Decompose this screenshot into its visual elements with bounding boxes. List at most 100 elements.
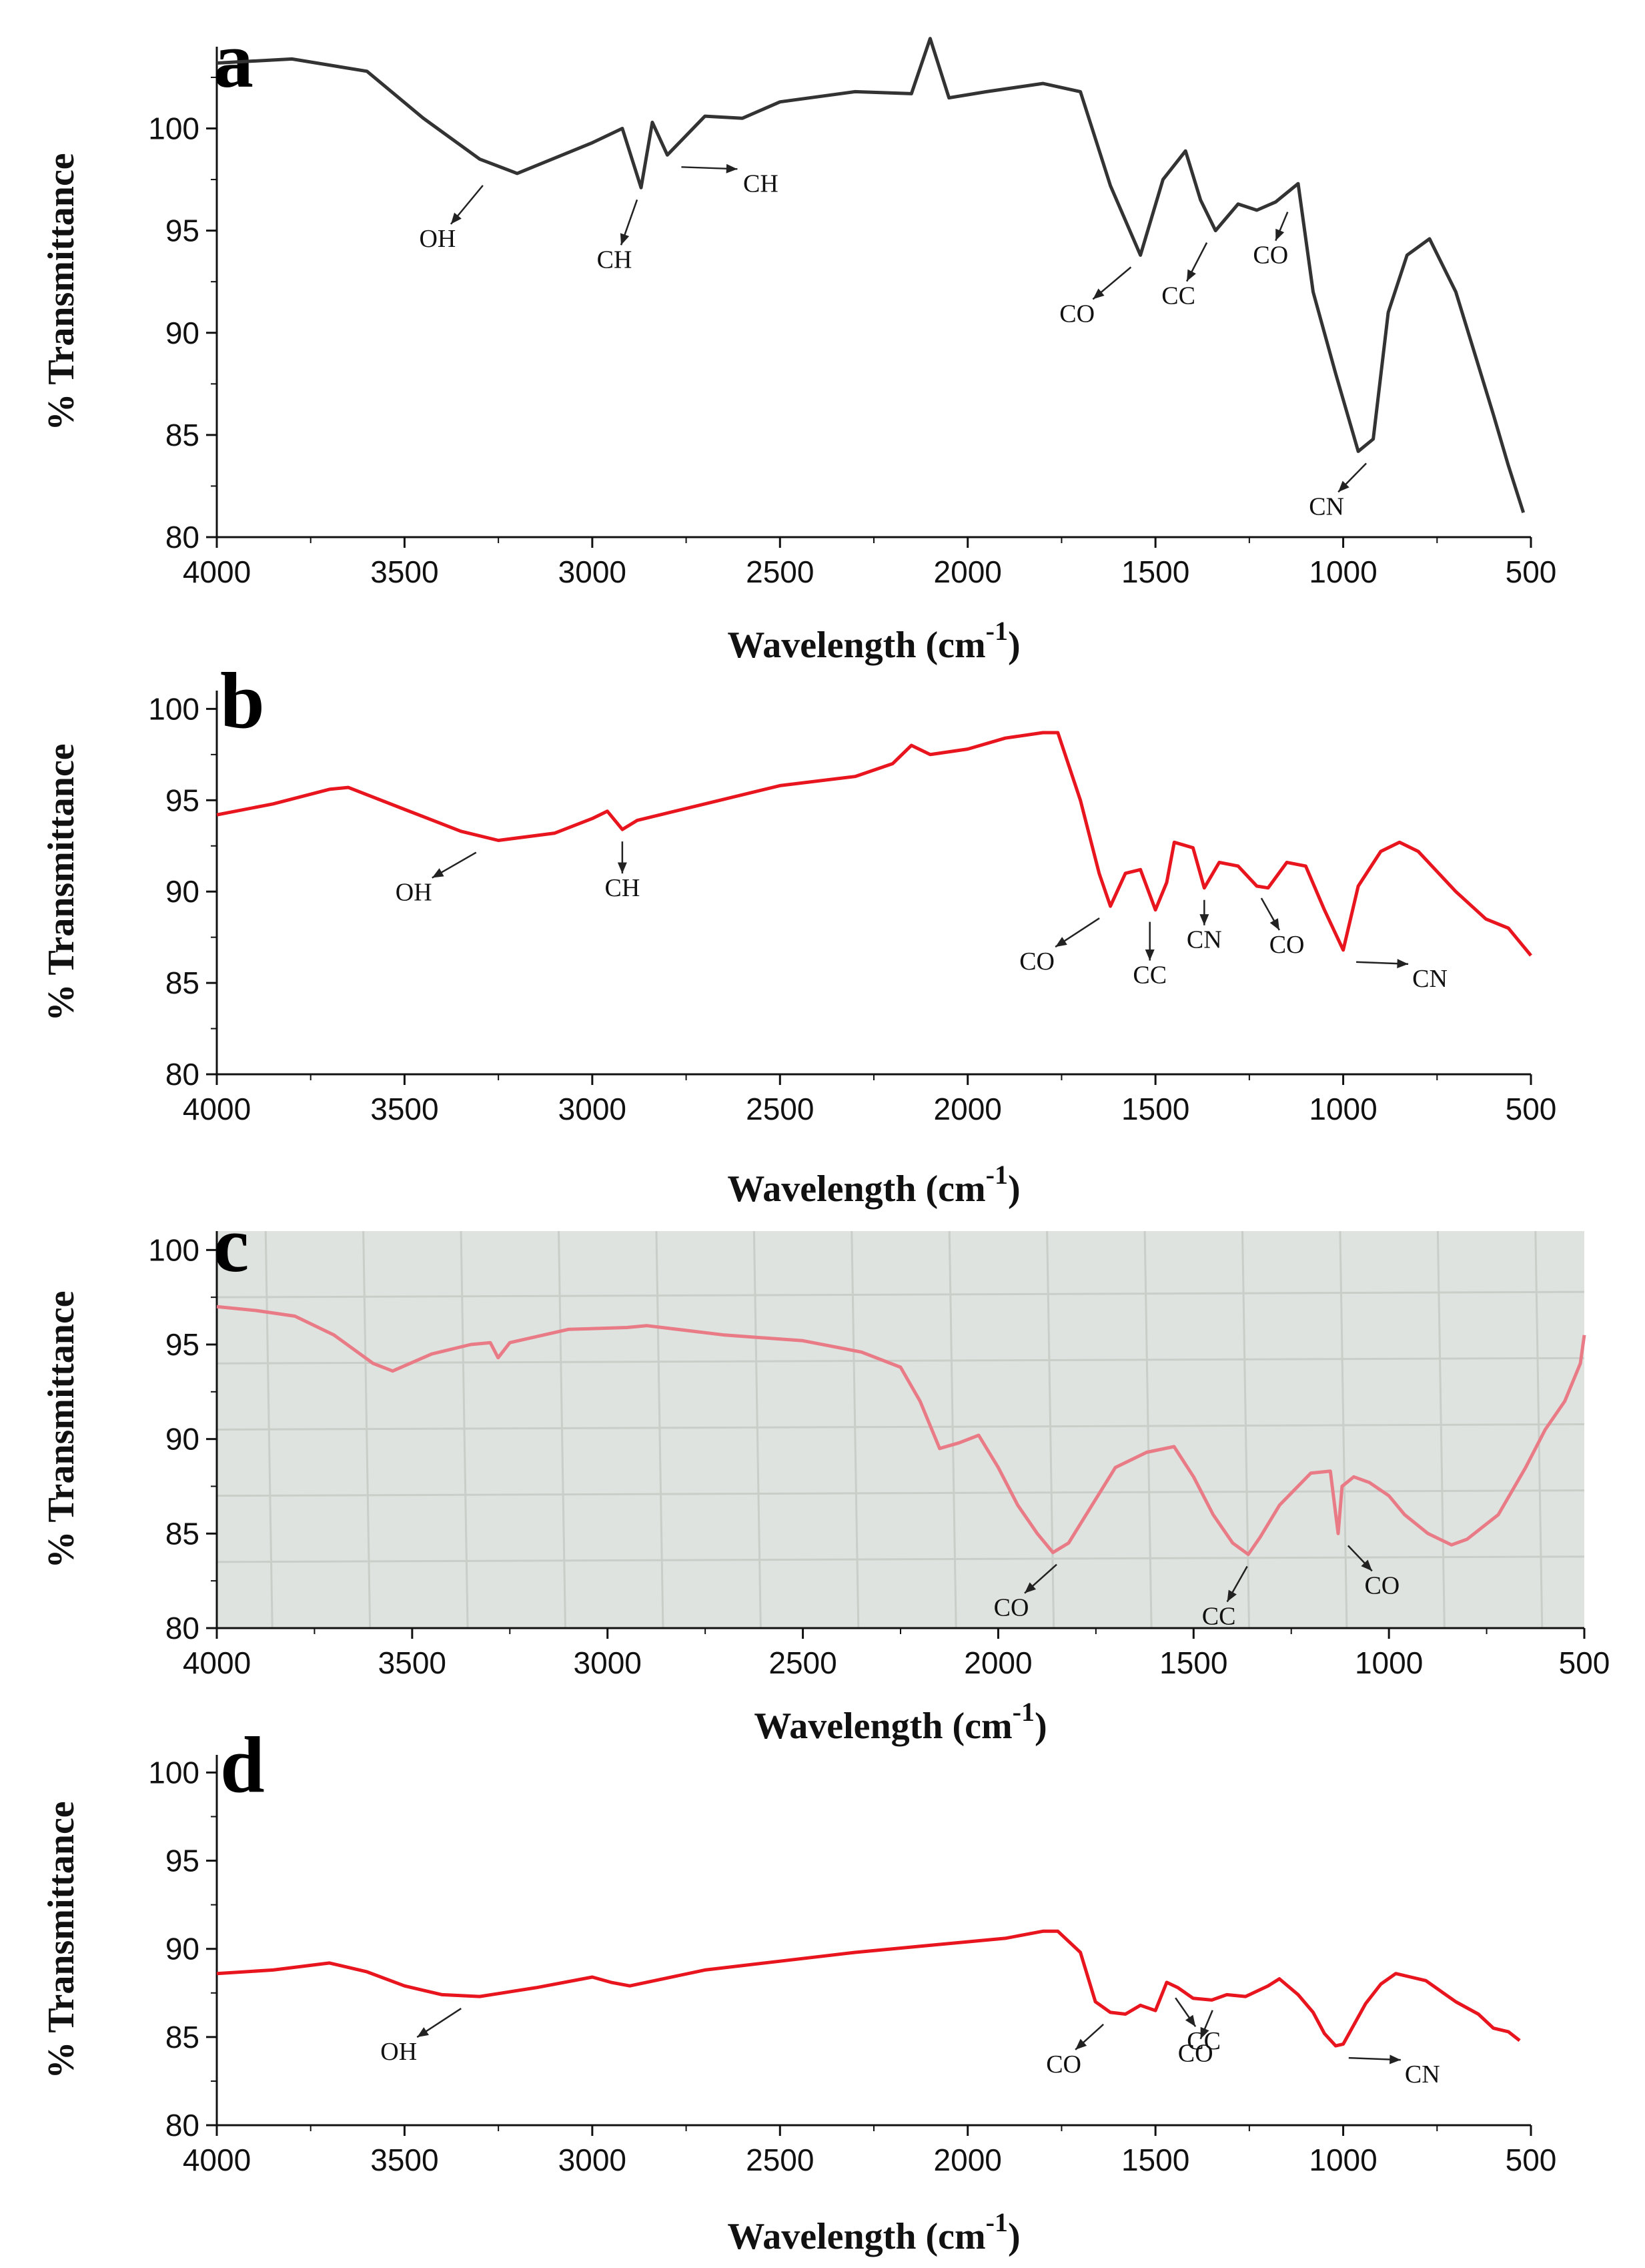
annotation-arrowhead: [450, 212, 462, 224]
x-tick-label: 2000: [934, 2143, 1002, 2177]
x-tick-label: 1500: [1121, 2143, 1189, 2177]
annotation-arrowhead: [1055, 937, 1067, 948]
x-tick-label: 2000: [934, 1092, 1002, 1126]
chart-panel-b: 4000 3500 3000 2500 2000 1500 1000 500 80 85 90 95 1…: [41, 656, 1556, 1210]
annotation-label: CO: [1253, 242, 1288, 270]
x-tick-label: 2500: [746, 554, 814, 589]
annotation-arrowhead: [726, 163, 738, 173]
grid-line: [752, 1230, 762, 1629]
x-tick-label: 1000: [1309, 2143, 1377, 2177]
y-tick-label: 90: [165, 316, 199, 350]
panel-letter: d: [220, 1720, 265, 1809]
grid-line: [1534, 1230, 1544, 1629]
x-tick-label: 500: [1559, 1645, 1610, 1680]
annotation-label: OH: [419, 225, 456, 253]
annotation-label: CN: [1309, 492, 1344, 520]
annotation-arrowhead: [1185, 2014, 1196, 2027]
y-tick-label: 90: [165, 1932, 199, 1966]
annotation-label: CC: [1202, 1603, 1236, 1631]
panel-letter: b: [220, 656, 265, 745]
panel-letter: a: [213, 15, 253, 104]
spectrum-line: [216, 37, 1526, 513]
grid-line: [216, 1357, 1585, 1365]
annotation-arrowhead: [1338, 480, 1349, 492]
panel-letter: c: [213, 1200, 249, 1288]
annotation-arrowhead: [1361, 1559, 1372, 1571]
x-tick-label: 2500: [746, 2143, 814, 2177]
y-tick-label: 90: [165, 1422, 199, 1457]
annotation-arrowhead: [1093, 288, 1105, 300]
y-tick-label: 85: [165, 1516, 199, 1551]
annotation-label: OH: [396, 879, 432, 907]
x-tick-label: 3000: [558, 554, 626, 589]
annotation-arrowhead: [1200, 2026, 1209, 2039]
grid-line: [558, 1230, 566, 1629]
annotation-arrowhead: [417, 2027, 429, 2038]
grid-line: [851, 1230, 860, 1629]
grid-line: [948, 1230, 957, 1629]
annotation-label: CO: [1059, 300, 1095, 328]
x-tick-label: 1500: [1121, 554, 1189, 589]
x-tick-label: 3000: [574, 1645, 642, 1680]
x-tick-label: 2500: [746, 1092, 814, 1126]
annotation-label: CH: [597, 246, 632, 274]
annotation-arrowhead: [1199, 914, 1209, 925]
y-tick-label: 95: [165, 783, 199, 817]
x-tick-label: 4000: [183, 1645, 251, 1680]
annotation-arrowhead: [1227, 1589, 1237, 1602]
grid-line: [1339, 1230, 1348, 1629]
grid-line: [655, 1230, 664, 1629]
annotation-arrowhead: [1075, 2038, 1087, 2050]
y-axis-title: % Transmittance: [41, 153, 82, 430]
x-tick-label: 2500: [768, 1645, 837, 1680]
x-tick-label: 3000: [558, 2143, 626, 2177]
x-axis-title: Wavelength (cm-1): [727, 1160, 1020, 1210]
x-tick-label: 500: [1506, 1092, 1557, 1126]
y-tick-label: 100: [148, 691, 199, 726]
x-tick-label: 4000: [183, 1092, 251, 1126]
grid-line: [216, 1555, 1585, 1563]
y-tick-label: 80: [165, 520, 199, 554]
annotation-label: CO: [1046, 2050, 1081, 2078]
annotation-label: CO: [994, 1594, 1029, 1622]
y-tick-label: 80: [165, 2108, 199, 2143]
y-tick-label: 90: [165, 874, 199, 909]
grid-line: [1436, 1230, 1446, 1629]
y-tick-label: 85: [165, 418, 199, 452]
annotation-arrowhead: [1397, 959, 1409, 969]
annotation-arrowhead: [1269, 918, 1279, 930]
grid-line: [216, 1489, 1585, 1497]
y-tick-label: 100: [148, 1755, 199, 1790]
x-axis-title: Wavelength (cm-1): [727, 2207, 1020, 2257]
annotation-label: OH: [380, 2038, 417, 2066]
x-tick-label: 500: [1506, 2143, 1557, 2177]
x-tick-label: 2000: [964, 1645, 1032, 1680]
x-axis-title: Wavelength (cm-1): [727, 616, 1020, 666]
annotation-label: CN: [1187, 926, 1222, 954]
x-tick-label: 4000: [183, 554, 251, 589]
x-tick-label: 1000: [1309, 1092, 1377, 1126]
chart-panel-d: 4000 3500 3000 2500 2000 1500 1000 500 80 85 90 95 1…: [41, 1720, 1556, 2257]
annotation-arrowhead: [620, 233, 630, 246]
spectrum-line: [216, 1929, 1521, 2048]
y-tick-label: 85: [165, 2020, 199, 2054]
y-axis-title: % Transmittance: [41, 1290, 82, 1568]
spectrum-line: [216, 731, 1532, 957]
chart-panel-a: 4000 3500 3000 2500 2000 1500 1000 500 80 85 90 95 1…: [41, 15, 1556, 666]
annotation-label: CC: [1161, 282, 1195, 310]
y-tick-label: 95: [165, 214, 199, 248]
annotation-label: CO: [1364, 1571, 1400, 1599]
y-tick-label: 85: [165, 966, 199, 1000]
annotation-label: CH: [743, 169, 778, 198]
x-tick-label: 3500: [378, 1645, 446, 1680]
annotation-label: CO: [1019, 948, 1055, 976]
y-tick-label: 100: [148, 111, 199, 146]
grid-line: [216, 1290, 1585, 1298]
annotation-label: CC: [1133, 962, 1167, 990]
grid-line: [1046, 1230, 1055, 1629]
y-axis-title: % Transmittance: [41, 1801, 82, 2078]
x-tick-label: 3000: [558, 1092, 626, 1126]
x-tick-label: 1000: [1355, 1645, 1423, 1680]
annotation-arrowhead: [617, 862, 627, 874]
